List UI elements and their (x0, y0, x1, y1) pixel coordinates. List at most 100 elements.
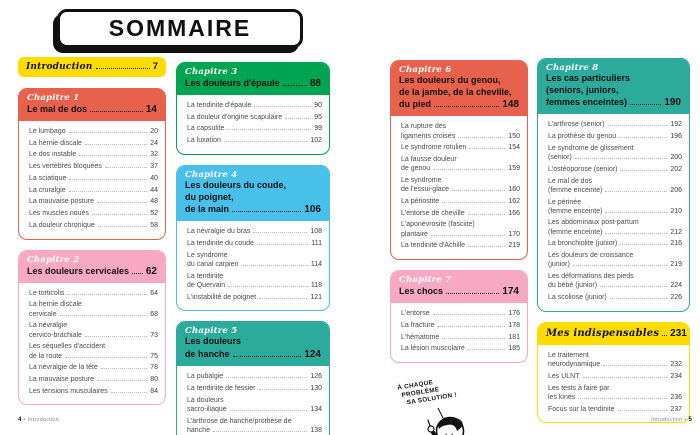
dotted-leader (437, 325, 506, 327)
toc-item-page: 202 (670, 165, 682, 173)
toc-item-page: 40 (150, 174, 158, 182)
dotted-leader (100, 368, 148, 370)
chapter-title-line: du poignet, (185, 191, 234, 202)
toc-item-label: La luxation (187, 137, 221, 145)
toc-item: Le traitement neurodynamique 232 (548, 351, 682, 369)
dotted-leader (226, 377, 308, 379)
dotted-leader (605, 190, 668, 192)
toc-item: La fracture 178 (401, 321, 520, 330)
toc-item: Le syndrome du canal carpien 114 (187, 251, 322, 269)
toc-item-line: Le traitement (548, 351, 589, 359)
dotted-leader (572, 265, 668, 267)
toc-item-line: La douleur chronique 58 (29, 221, 158, 230)
dotted-leader (95, 68, 150, 69)
toc-item-line: Les douleurs de croissance (548, 252, 634, 260)
toc-item-line: L'entorse 176 (401, 309, 520, 318)
toc-item-line: La douleur d'origine scapulaire 95 (187, 113, 322, 122)
toc-item-label: La lésion musculaire (401, 345, 465, 353)
toc-item-page: 232 (670, 361, 682, 369)
chapter-header: Chapitre 5 Les douleurs de hanche 124 (177, 322, 329, 367)
dotted-leader (574, 158, 668, 160)
toc-item-label: La bronchiolite (junior) (548, 240, 618, 248)
toc-item-page: 95 (314, 113, 322, 121)
toc-item-label: Focus sur la tendinite (548, 405, 615, 413)
chapter-header: Chapitre 2 Les douleurs cervicales 62 (19, 250, 165, 283)
toc-column: Chapitre 6 Les douleurs du genou, de la ja… (390, 57, 528, 435)
chapter-title: de la main (185, 204, 230, 215)
dotted-leader (446, 293, 500, 295)
toc-item: Les tests à faire par les kinés 236 (548, 384, 682, 402)
toc-item-page: 236 (670, 393, 682, 401)
toc-item-line: Les vertèbres bloquées 37 (29, 162, 158, 171)
dotted-leader (605, 211, 668, 213)
toc-item: Les tensions musculaires 84 (29, 387, 158, 396)
chapter-title: de hanche (185, 349, 230, 360)
dotted-leader (256, 244, 309, 246)
toc-item-label: La douleur chronique (29, 221, 95, 229)
toc-item: L'ostéoporose (senior) 202 (548, 165, 682, 174)
toc-item-page: 210 (670, 207, 682, 215)
toc-item-page: 130 (310, 384, 322, 392)
toc-item-label: cervicale (29, 310, 57, 318)
toc-item: Les muscles noués 52 (29, 209, 158, 218)
toc-item-page: 162 (508, 198, 520, 206)
toc-item-line: Les séquelles d'accident (29, 343, 106, 351)
toc-item-page: 212 (670, 228, 682, 236)
dotted-leader (227, 129, 312, 131)
toc-item-label: L'arthrose (senior) (548, 121, 605, 129)
toc-item-page: 121 (310, 293, 322, 301)
toc-item-label: (femme enceinte) (548, 186, 603, 194)
toc-item-page: 80 (150, 375, 158, 383)
toc-item: Les ULNT 234 (548, 372, 682, 381)
toc-item-page: 126 (310, 373, 322, 381)
toc-item-label: La tendinite d'épaule (187, 102, 252, 109)
toc-item-line: (femme enceinte) 212 (548, 228, 682, 237)
toc-item-page: 44 (150, 186, 158, 194)
dotted-leader (582, 376, 668, 378)
toc-item: L'entorse de cheville 166 (401, 209, 520, 218)
toc-item-line: La tendinite (187, 272, 224, 280)
toc-item-page: 181 (508, 333, 520, 341)
chapter-item-list: La pubalgie 126 La tendinite de fessier 130… (177, 366, 329, 435)
chapter-label: Chapitre 8 (546, 63, 599, 73)
toc-item-line: les kinés 236 (548, 393, 682, 402)
dotted-leader (232, 356, 302, 358)
toc-item: La lésion musculaire 185 (401, 344, 520, 353)
footer-left: 4 • Introduction (18, 417, 59, 423)
toc-item-page: 219 (508, 242, 520, 250)
toc-item: Le périnée (femme enceinte) 210 (548, 198, 682, 216)
toc-item-page: 196 (670, 133, 682, 141)
toc-item: L'instabilité de poignet 121 (187, 293, 322, 302)
toc-item-label: La hernie discale (29, 139, 82, 147)
footer-label: Introduction (27, 417, 59, 423)
chapter-page: 106 (304, 204, 321, 216)
toc-item-label: La névralgie du bras (187, 228, 251, 236)
toc-item-page: 219 (670, 261, 682, 269)
chapter-title: Les chocs (399, 286, 444, 297)
chapter-title-row: de hanche 124 (185, 348, 321, 361)
toc-item: Le syndrome de glissement (senior) 200 (548, 144, 682, 162)
toc-item-line: Le syndrome (187, 251, 228, 259)
toc-item-line: La névralgie (29, 322, 68, 330)
dotted-leader (254, 106, 312, 107)
toc-item-line: La mauvaise posture 48 (29, 197, 158, 206)
toc-item-line: L'hématome 181 (401, 333, 520, 342)
toc-item-line: Les muscles noués 52 (29, 209, 158, 218)
chapter-page: 174 (502, 286, 519, 298)
toc-item: L'entorse 176 (401, 309, 520, 318)
toc-item-label: les kinés (548, 393, 576, 401)
chapter-title: Les douleurs cervicales (27, 265, 130, 276)
toc-item-label: (junior) (548, 261, 570, 269)
toc-item-page: 37 (150, 163, 158, 171)
chapter-label: Chapitre 4 (185, 169, 238, 180)
toc-item-label: Le dos instable (29, 151, 77, 159)
chapter-title-line: Les douleurs du coude, (185, 179, 287, 190)
toc-item-label: L'entorse de cheville (401, 209, 465, 217)
toc-item-line: (senior) 200 (548, 153, 682, 162)
toc-item-page: 58 (150, 221, 158, 229)
toc-item-label: du bébé (junior) (548, 282, 598, 290)
toc-item-line: de genou 159 (401, 164, 520, 173)
toc-item-page: 118 (310, 281, 322, 289)
chapter-title-row: femmes enceintes) 190 (546, 96, 681, 109)
toc-item-page: 68 (150, 310, 158, 318)
